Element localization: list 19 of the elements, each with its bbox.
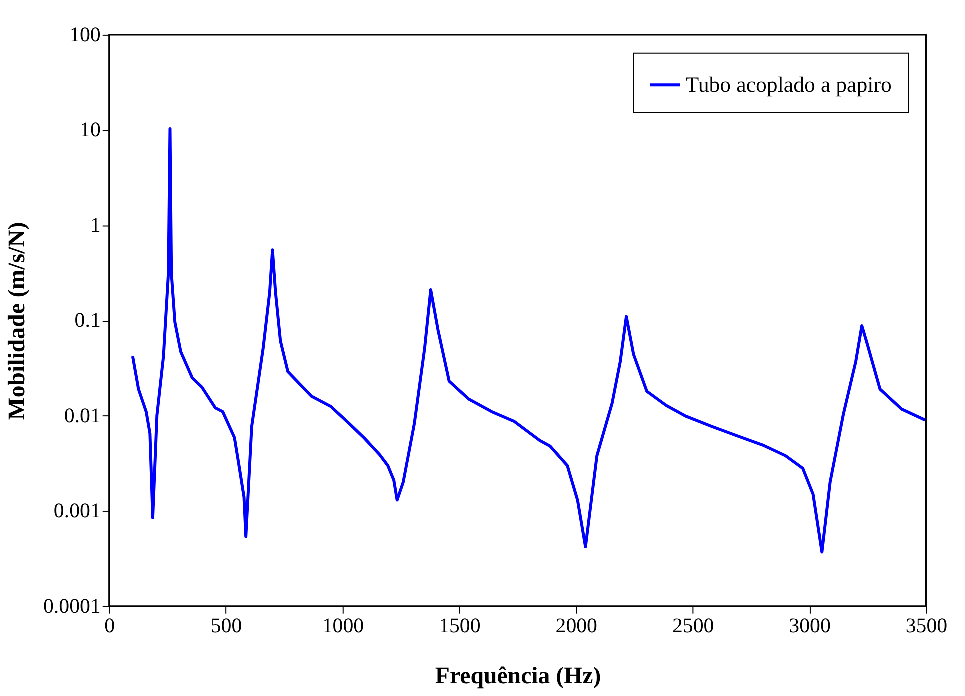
x-tick-label: 3000 [789, 614, 831, 638]
x-tick-label: 1000 [322, 614, 364, 638]
y-tick-label: 0.0001 [44, 594, 101, 618]
x-tick-label: 0 [104, 614, 116, 638]
y-tick-label: 100 [70, 22, 101, 46]
x-tick-label: 2500 [672, 614, 714, 638]
line-series [131, 127, 927, 554]
x-tick-label: 3500 [906, 614, 948, 638]
y-tick-label: 0.01 [64, 403, 101, 428]
x-tick-label: 2000 [556, 614, 598, 638]
y-tick-label: 10 [80, 118, 101, 142]
y-tick-label: 1 [90, 212, 101, 237]
x-axis-title: Frequência (Hz) [435, 663, 602, 690]
y-tick-label: 0.1 [74, 308, 101, 332]
legend-label: Tubo acoplado a papiro [686, 73, 892, 98]
x-tick-label: 1500 [439, 614, 481, 638]
y-axis-title: Mobilidade (m/s/N) [4, 222, 31, 420]
x-tick-label: 500 [210, 614, 242, 638]
y-tick-label: 0.001 [54, 498, 101, 523]
